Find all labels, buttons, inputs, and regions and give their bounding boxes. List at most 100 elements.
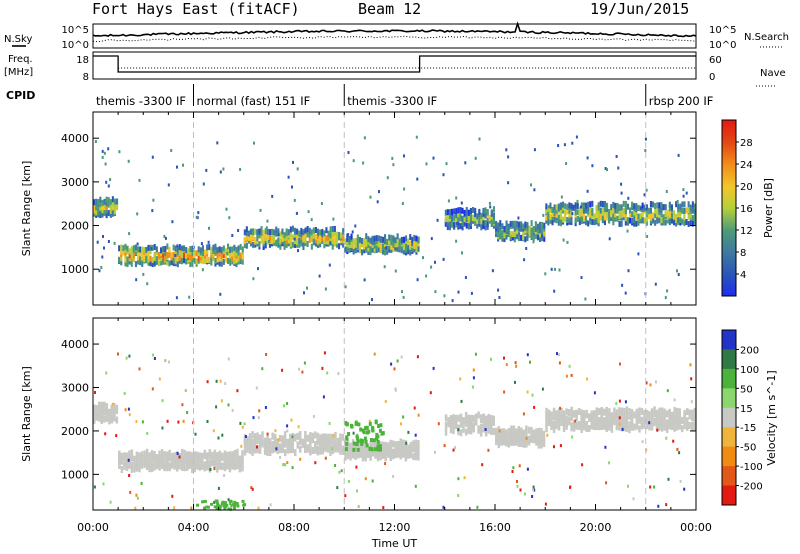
power-cell <box>564 209 567 216</box>
velocity-cell <box>352 447 356 452</box>
power-cell <box>392 163 395 167</box>
velocity-cell <box>306 434 310 442</box>
velocity-cell <box>130 465 134 473</box>
power-cell <box>532 240 535 244</box>
x-tick-label: 00:00 <box>77 521 109 534</box>
power-cell <box>171 220 174 224</box>
velocity-cell <box>467 414 470 422</box>
velocity-cell <box>145 459 149 467</box>
velocity-cell <box>229 502 232 505</box>
velocity-cell <box>236 448 239 456</box>
power-cell <box>691 215 694 221</box>
power-cell <box>323 242 326 249</box>
velocity-cell <box>123 453 126 460</box>
velocity-cell <box>232 506 236 510</box>
velocity-cell <box>663 420 666 428</box>
power-cell <box>273 233 276 240</box>
power-cell <box>124 243 127 250</box>
power-cell <box>384 238 387 245</box>
power-cell <box>227 258 230 264</box>
velocity-cell <box>275 447 278 451</box>
velocity-cell <box>582 413 586 421</box>
velocity-cell <box>128 461 131 469</box>
velocity-cell <box>268 438 272 446</box>
noise-panel-frame <box>92 23 697 49</box>
power-cell <box>155 249 158 256</box>
power-cell <box>139 256 142 263</box>
power-cell <box>254 228 257 235</box>
power-cell <box>616 207 619 214</box>
power-cell <box>363 238 366 245</box>
power-cell <box>575 135 578 139</box>
cbar-tick-label: 100 <box>740 365 759 376</box>
power-cell <box>606 202 609 209</box>
power-cell <box>403 187 406 191</box>
power-cell <box>218 255 221 262</box>
power-cell <box>97 204 100 211</box>
power-cell <box>482 223 485 229</box>
velocity-cell <box>526 353 529 357</box>
power-cell <box>126 261 129 268</box>
power-cell <box>327 230 330 237</box>
power-cell <box>639 213 642 220</box>
power-cell <box>109 204 112 211</box>
velocity-cell <box>95 405 98 412</box>
power-cell <box>271 194 274 198</box>
velocity-cell <box>258 434 262 442</box>
velocity-cell <box>314 441 317 448</box>
velocity-cell <box>220 502 224 505</box>
velocity-cell <box>127 407 130 411</box>
velocity-cell <box>523 492 526 496</box>
power-cell <box>629 207 632 214</box>
power-cell <box>580 276 583 279</box>
power-cell <box>137 246 140 253</box>
power-cell <box>325 238 328 245</box>
velocity-cell <box>286 443 289 451</box>
velocity-cell <box>344 421 348 426</box>
power-cell <box>606 168 608 172</box>
cbar-tick-label: 8 <box>740 248 746 259</box>
power-cell <box>411 246 414 253</box>
velocity-cell <box>241 461 244 469</box>
velocity-cell <box>203 506 207 510</box>
power-cell <box>350 245 353 251</box>
power-cell <box>582 213 585 219</box>
velocity-cell <box>155 460 159 468</box>
velocity-cell <box>691 414 694 422</box>
power-cell <box>568 216 571 223</box>
velocity-cell <box>525 425 528 433</box>
velocity-cell <box>284 463 287 467</box>
velocity-cell <box>235 502 239 505</box>
velocity-cell <box>256 437 259 444</box>
velocity-cell <box>194 432 197 436</box>
velocity-cell <box>115 416 119 424</box>
velocity-cell <box>134 506 137 510</box>
velocity-cell <box>326 440 330 447</box>
velocity-cell <box>216 465 219 473</box>
velocity-cell <box>628 426 631 434</box>
velocity-cell <box>123 392 126 395</box>
power-cell <box>480 218 483 225</box>
velocity-cell <box>618 423 621 431</box>
velocity-cell <box>474 413 478 421</box>
velocity-cell <box>437 422 440 426</box>
power-cell <box>259 208 262 212</box>
power-cell <box>363 136 366 140</box>
power-cell <box>271 237 274 244</box>
velocity-cell <box>183 449 186 457</box>
velocity-cell <box>229 507 233 511</box>
velocity-cell <box>655 409 659 417</box>
velocity-cell <box>373 352 376 356</box>
power-cell <box>304 237 307 244</box>
power-cell <box>291 185 293 189</box>
velocity-cell <box>309 441 312 449</box>
power-cell <box>277 228 280 235</box>
velocity-cell <box>283 437 287 445</box>
power-cell <box>585 215 588 222</box>
velocity-cell <box>94 391 96 394</box>
velocity-cell <box>407 451 410 459</box>
power-cell <box>300 240 303 246</box>
power-cell <box>464 161 467 165</box>
velocity-cell <box>138 462 141 469</box>
